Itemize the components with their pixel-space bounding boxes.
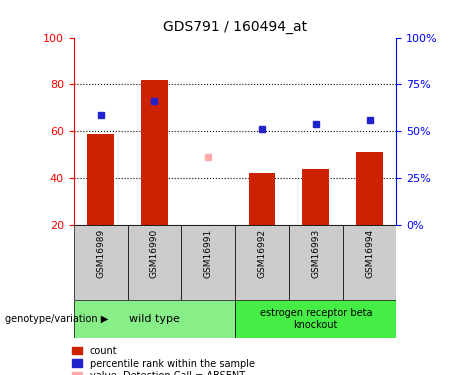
Bar — [302, 169, 329, 225]
Text: GSM16989: GSM16989 — [96, 229, 105, 278]
Text: GSM16990: GSM16990 — [150, 229, 159, 278]
Title: GDS791 / 160494_at: GDS791 / 160494_at — [163, 20, 307, 34]
Text: GSM16991: GSM16991 — [204, 229, 213, 278]
Text: estrogen receptor beta
knockout: estrogen receptor beta knockout — [260, 308, 372, 330]
Bar — [235, 225, 289, 300]
Text: GSM16993: GSM16993 — [311, 229, 320, 278]
Text: GSM16992: GSM16992 — [258, 229, 266, 278]
Bar — [141, 80, 168, 225]
Bar — [128, 225, 181, 300]
Text: wild type: wild type — [129, 314, 180, 324]
Text: genotype/variation ▶: genotype/variation ▶ — [5, 314, 108, 324]
Bar — [74, 225, 128, 300]
Text: GSM16994: GSM16994 — [365, 229, 374, 278]
Bar — [87, 134, 114, 225]
Bar — [235, 300, 396, 338]
Legend: count, percentile rank within the sample, value, Detection Call = ABSENT, rank, : count, percentile rank within the sample… — [72, 346, 254, 375]
Bar — [74, 300, 235, 338]
Bar — [248, 173, 275, 225]
Bar — [343, 225, 396, 300]
Bar — [356, 152, 383, 225]
Bar — [181, 225, 235, 300]
Bar — [289, 225, 343, 300]
